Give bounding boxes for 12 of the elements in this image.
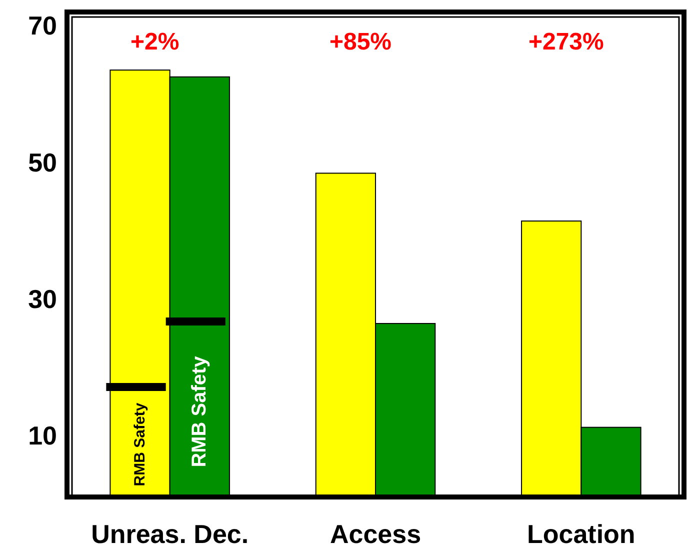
x-tick-label: Location xyxy=(526,519,636,548)
y-tick-label: 30 xyxy=(28,284,57,314)
annotation: +273% xyxy=(528,28,604,56)
annotation: +2% xyxy=(130,28,180,56)
annotation: +85% xyxy=(329,28,392,56)
y-tick-label: 70 xyxy=(28,10,57,41)
x-tick-label: Unreas. Dec. xyxy=(91,519,249,548)
y-tick-label: 10 xyxy=(28,420,57,451)
ref-line-label: RMB Safety xyxy=(188,355,211,468)
y-tick-label: 50 xyxy=(28,147,57,178)
ref-line-label: RMB Safety xyxy=(132,402,149,486)
x-tick-label: Access xyxy=(330,519,422,548)
